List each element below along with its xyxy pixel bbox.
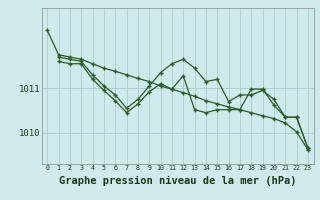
X-axis label: Graphe pression niveau de la mer (hPa): Graphe pression niveau de la mer (hPa) [59,176,296,186]
